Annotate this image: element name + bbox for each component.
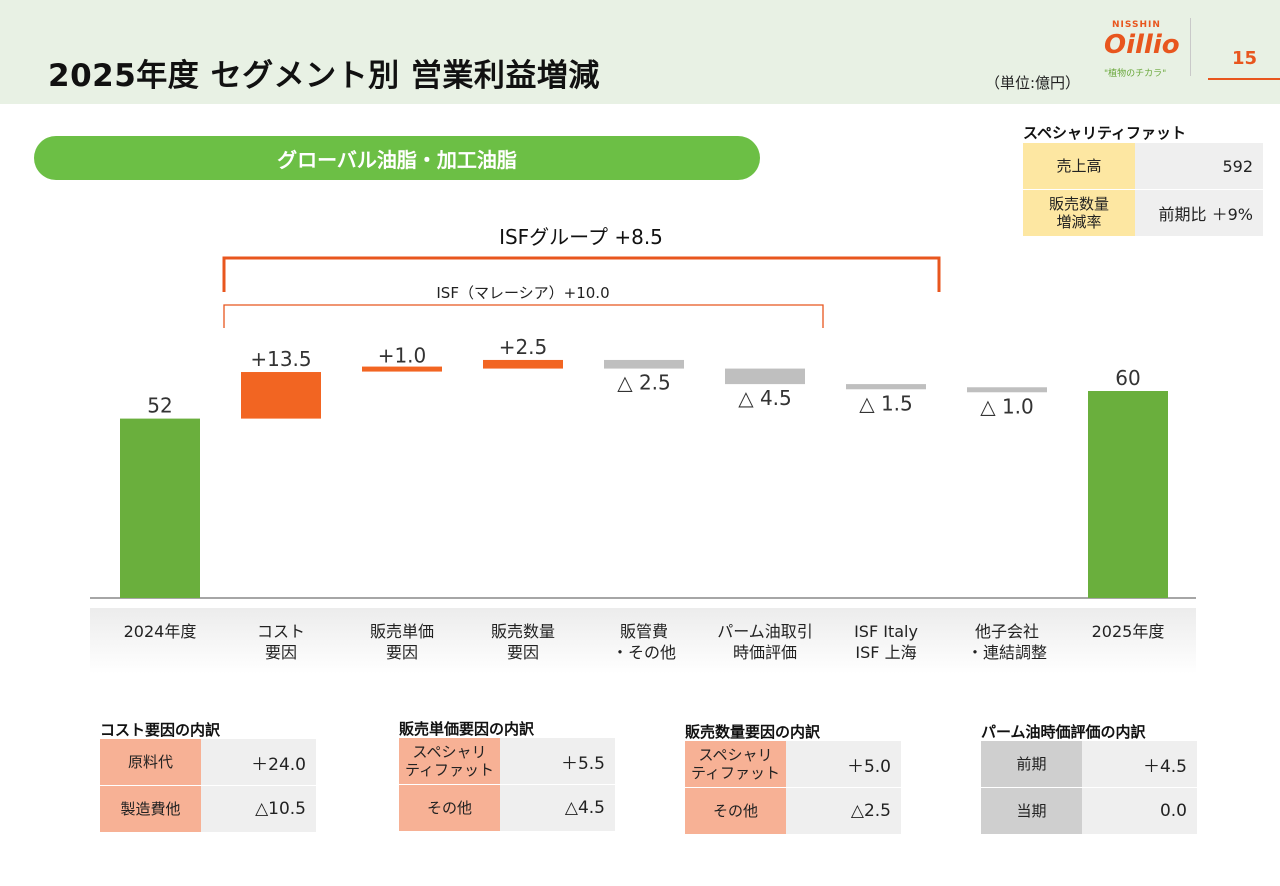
row-value: △10.5 bbox=[201, 786, 316, 832]
cost-breakdown-table: 原料代 ＋24.0 製造費他 △10.5 bbox=[100, 739, 316, 833]
category-label-0: 2024年度 bbox=[123, 622, 197, 641]
table-row: スペシャリ ティファット ＋5.5 bbox=[399, 738, 615, 785]
table-row: 当期 0.0 bbox=[981, 788, 1197, 835]
unit-label: （単位:億円） bbox=[985, 74, 1081, 92]
data-label-8: 60 bbox=[1115, 366, 1140, 390]
data-label-4: △ 2.5 bbox=[617, 371, 671, 395]
category-label-7: 他子会社 ・連結調整 bbox=[966, 622, 1047, 662]
bar-4 bbox=[604, 359, 684, 369]
price-breakdown-title: 販売単価要因の内訳 bbox=[399, 720, 535, 738]
row-label: スペシャリ ティファット bbox=[685, 741, 786, 787]
row-value: ＋4.5 bbox=[1082, 741, 1197, 787]
row-label: 前期 bbox=[981, 741, 1082, 787]
category-label-1: コスト 要因 bbox=[256, 622, 305, 662]
bar-6 bbox=[846, 384, 926, 390]
data-label-6: △ 1.5 bbox=[859, 391, 913, 415]
page-title: 2025年度 セグメント別 営業利益増減 bbox=[48, 58, 600, 94]
logo-wordmark: Oillio bbox=[1104, 30, 1180, 60]
data-label-5: △ 4.5 bbox=[738, 386, 792, 410]
row-label: 原料代 bbox=[100, 739, 201, 785]
cost-breakdown-title: コスト要因の内訳 bbox=[100, 721, 221, 739]
waterfall-chart: ISFグループ +8.5 ISF（マレーシア）+10.0 52 +13.5 +1.0… bbox=[90, 225, 1196, 599]
header-band bbox=[0, 0, 1280, 104]
data-label-1: +13.5 bbox=[250, 347, 311, 371]
volume-breakdown-title: 販売数量要因の内訳 bbox=[685, 723, 821, 741]
category-label-6: ISF Italy ISF 上海 bbox=[854, 622, 918, 662]
row-value: △2.5 bbox=[786, 788, 901, 834]
specialty-volume-label: 販売数量 増減率 bbox=[1023, 190, 1135, 236]
bar-2 bbox=[362, 366, 442, 372]
bar-7 bbox=[967, 387, 1047, 393]
category-label-4: 販管費 ・その他 bbox=[611, 622, 676, 662]
bar-0 bbox=[120, 418, 200, 598]
row-label: 製造費他 bbox=[100, 786, 201, 832]
specialty-volume-value: 前期比 ＋9% bbox=[1135, 190, 1263, 236]
category-label-5: パーム油取引 時価評価 bbox=[717, 622, 813, 662]
table-row: 原料代 ＋24.0 bbox=[100, 739, 316, 786]
row-label: その他 bbox=[399, 785, 500, 831]
category-label-8: 2025年度 bbox=[1091, 622, 1165, 641]
isf-malaysia-label: ISF（マレーシア）+10.0 bbox=[436, 284, 609, 302]
data-label-2: +1.0 bbox=[378, 344, 427, 368]
company-logo: NISSHIN Oillio "植物のチカラ" bbox=[1100, 20, 1180, 80]
header-divider bbox=[1190, 18, 1191, 76]
table-row: その他 △2.5 bbox=[685, 788, 901, 835]
data-label-3: +2.5 bbox=[499, 335, 548, 359]
table-row: 前期 ＋4.5 bbox=[981, 741, 1197, 788]
specialty-fat-title: スペシャリティファット bbox=[1023, 124, 1187, 142]
bar-8 bbox=[1088, 391, 1168, 598]
row-value: ＋5.5 bbox=[500, 738, 615, 784]
palm-breakdown-title: パーム油時価評価の内訳 bbox=[981, 723, 1146, 741]
logo-brand-top: NISSHIN bbox=[1112, 20, 1161, 30]
specialty-sales-value: 592 bbox=[1135, 143, 1263, 189]
specialty-sales-label: 売上高 bbox=[1023, 143, 1135, 189]
palm-breakdown-table: 前期 ＋4.5 当期 0.0 bbox=[981, 741, 1197, 835]
data-label-7: △ 1.0 bbox=[980, 395, 1034, 419]
isf-malaysia-bracket bbox=[223, 304, 824, 328]
row-value: 0.0 bbox=[1082, 788, 1197, 834]
segment-pill: グローバル油脂・加工油脂 bbox=[34, 136, 760, 180]
row-label: その他 bbox=[685, 788, 786, 834]
table-row: スペシャリ ティファット ＋5.0 bbox=[685, 741, 901, 788]
bar-5 bbox=[725, 368, 805, 385]
row-value: ＋5.0 bbox=[786, 741, 901, 787]
row-value: △4.5 bbox=[500, 785, 615, 831]
category-label-3: 販売数量 要因 bbox=[490, 622, 555, 662]
data-label-0: 52 bbox=[147, 394, 172, 418]
price-breakdown-table: スペシャリ ティファット ＋5.5 その他 △4.5 bbox=[399, 738, 615, 832]
table-row: 販売数量 増減率 前期比 ＋9% bbox=[1023, 190, 1263, 237]
page-number-underline bbox=[1208, 78, 1280, 80]
row-label: スペシャリ ティファット bbox=[399, 738, 500, 784]
specialty-fat-table: 売上高 592 販売数量 増減率 前期比 ＋9% bbox=[1023, 143, 1263, 237]
row-value: ＋24.0 bbox=[201, 739, 316, 785]
page-number: 15 bbox=[1232, 48, 1258, 69]
logo-tagline: "植物のチカラ" bbox=[1104, 69, 1167, 79]
isf-group-bracket bbox=[222, 256, 941, 292]
table-row: 製造費他 △10.5 bbox=[100, 786, 316, 833]
row-label: 当期 bbox=[981, 788, 1082, 834]
bar-3 bbox=[483, 359, 563, 369]
table-row: その他 △4.5 bbox=[399, 785, 615, 832]
isf-group-label: ISFグループ +8.5 bbox=[499, 225, 663, 249]
table-row: 売上高 592 bbox=[1023, 143, 1263, 190]
bar-1 bbox=[241, 372, 321, 419]
category-label-2: 販売単価 要因 bbox=[369, 622, 434, 662]
category-strip bbox=[90, 608, 1196, 674]
volume-breakdown-table: スペシャリ ティファット ＋5.0 その他 △2.5 bbox=[685, 741, 901, 835]
